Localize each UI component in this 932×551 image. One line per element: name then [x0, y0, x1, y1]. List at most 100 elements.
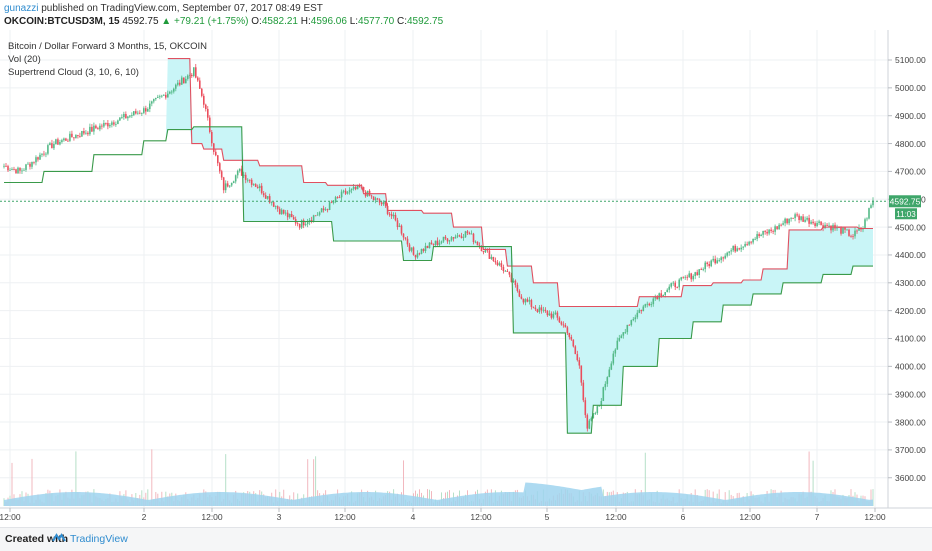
y-tick-label: 5100.00 [895, 55, 926, 65]
candle-body [159, 96, 161, 98]
candle-body [282, 209, 285, 214]
candle-body [600, 401, 603, 406]
candle-body [694, 272, 696, 276]
volume-bar [315, 456, 317, 506]
candle-body [145, 108, 147, 112]
volume-bar [313, 459, 315, 506]
candle-body [29, 163, 31, 167]
candle-body [129, 115, 131, 117]
candle-body [606, 377, 609, 384]
author-link[interactable]: gunazzi [4, 3, 39, 14]
candle-body [442, 236, 445, 242]
candle-body [858, 227, 860, 231]
candle-body [528, 300, 531, 302]
candle-body [466, 231, 469, 233]
candle-body [816, 223, 818, 226]
candle-body [520, 296, 523, 299]
candle-body [636, 312, 639, 318]
candle-body [79, 136, 81, 137]
candle-body [45, 153, 47, 155]
created-with-label: Created with [5, 533, 69, 545]
candles [3, 63, 874, 432]
candle-body [123, 114, 125, 118]
candle-body [420, 248, 423, 254]
grid [0, 30, 888, 508]
candle-body [618, 338, 621, 341]
candle-body [744, 244, 746, 247]
candle-body [462, 237, 465, 238]
candle-body [402, 233, 405, 238]
candle-body [504, 270, 507, 272]
candle-body [544, 309, 547, 312]
x-tick-label: 12:00 [739, 512, 761, 522]
candle-body [77, 135, 79, 136]
candle-body [278, 208, 281, 215]
candle-body [131, 115, 133, 116]
candle-body [234, 175, 237, 182]
candle-body [508, 272, 511, 275]
x-tick-label: 2 [142, 512, 147, 522]
x-tick-label: 12:00 [605, 512, 627, 522]
candle-body [141, 112, 143, 114]
candle-body [300, 220, 303, 228]
candle-body [482, 250, 485, 253]
candle-body [538, 307, 541, 312]
candle-body [778, 224, 780, 229]
candle-body [207, 109, 209, 118]
candle-body [127, 116, 129, 119]
candle-body [662, 295, 664, 297]
candle-body [868, 208, 870, 219]
candle-body [430, 242, 433, 245]
candle-body [580, 365, 583, 383]
candle-body [702, 269, 704, 270]
candle-body [195, 67, 197, 78]
candle-body [280, 209, 283, 215]
candle-body [370, 195, 373, 197]
candle-body [642, 306, 645, 312]
candle-body [802, 216, 804, 222]
candle-body [728, 251, 730, 253]
candle-body [682, 277, 684, 279]
candle-body [414, 254, 417, 258]
candle-body [640, 310, 643, 312]
candle-body [117, 120, 119, 125]
candle-body [320, 208, 323, 213]
candle-body [774, 226, 776, 232]
candle-body [666, 289, 668, 292]
candle-body [542, 309, 545, 311]
candle-body [254, 184, 257, 187]
price-chart[interactable]: 5100.005000.004900.004800.004700.004600.… [0, 30, 932, 527]
candle-body [324, 209, 327, 211]
candle-body [502, 267, 505, 271]
symbol: OKCOIN:BTCUSD3M, 15 [4, 16, 120, 27]
candle-body [674, 282, 676, 288]
candle-body [670, 283, 672, 287]
candle-body [179, 82, 181, 85]
candle-body [350, 188, 353, 191]
candle-body [648, 303, 651, 306]
tradingview-link[interactable]: TradingView [70, 533, 128, 545]
candle-body [242, 174, 245, 176]
candle-body [59, 142, 61, 145]
candle-body [13, 169, 15, 170]
candle-body [51, 143, 53, 149]
candle-body [193, 67, 195, 76]
candle-body [372, 196, 375, 201]
candle-body [616, 340, 619, 350]
candle-body [684, 276, 686, 278]
candle-body [678, 279, 680, 288]
candle-body [848, 229, 850, 236]
price-tags: 4592.75 11:03 [889, 195, 921, 220]
candle-body [314, 215, 317, 217]
candle-body [772, 231, 774, 232]
candle-body [646, 303, 649, 305]
candle-body [742, 246, 744, 248]
candle-body [73, 137, 75, 139]
candle-body [244, 174, 247, 180]
candle-body [5, 165, 7, 167]
candle-body [450, 237, 453, 241]
candle-body [213, 143, 215, 152]
candle-body [622, 332, 625, 336]
candle-body [332, 202, 335, 203]
candle-body [340, 191, 343, 198]
